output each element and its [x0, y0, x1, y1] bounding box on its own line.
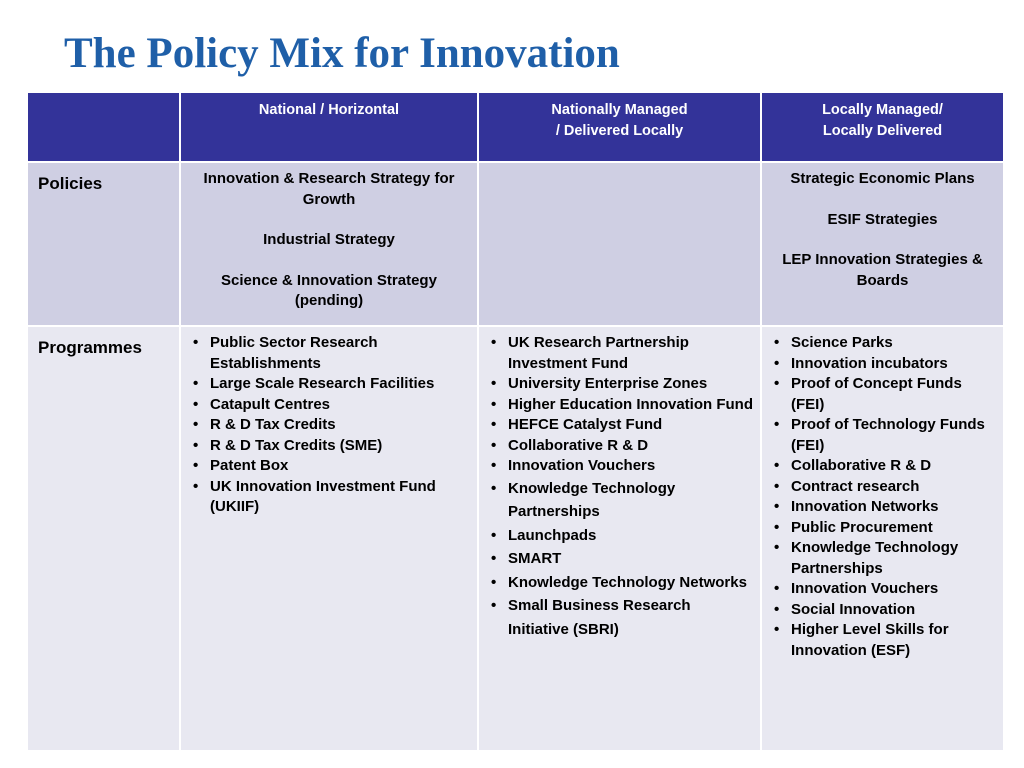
list-item: Public Procurement	[762, 518, 997, 539]
list-item: Proof of Technology Funds (FEI)	[762, 415, 997, 456]
list-item: Social Innovation	[762, 600, 997, 621]
list-item: Knowledge Technology Networks	[479, 571, 754, 595]
list-item: Innovation Vouchers	[479, 456, 754, 477]
list-item: R & D Tax Credits (SME)	[181, 436, 471, 457]
list-item: UK Innovation Investment Fund (UKIIF)	[181, 477, 471, 518]
row-label-policies: Policies	[28, 163, 181, 327]
list-item: Catapult Centres	[181, 395, 471, 416]
programmes-nationally-managed-cell: UK Research Partnership Investment Fund …	[479, 327, 762, 750]
list-item: Science Parks	[762, 333, 997, 354]
header-locally-managed: Locally Managed/ Locally Delivered	[762, 93, 1003, 163]
header-locally-managed-line2: Locally Delivered	[822, 123, 943, 139]
programmes-locally-managed-cell: Science Parks Innovation incubators Proo…	[762, 327, 1003, 750]
list-item: Knowledge Technology Partnerships	[479, 477, 754, 524]
list-item: Collaborative R & D	[762, 456, 997, 477]
list-item: Collaborative R & D	[479, 436, 754, 457]
policy-item: ESIF Strategies	[827, 210, 938, 228]
list-item: Innovation Vouchers	[762, 579, 997, 600]
policy-item: Strategic Economic Plans	[790, 170, 975, 187]
header-nationally-managed-line2: / Delivered Locally	[555, 123, 684, 139]
header-locally-managed-line1: Locally Managed/	[822, 102, 943, 118]
slide-title: The Policy Mix for Innovation	[64, 30, 620, 77]
list-item: HEFCE Catalyst Fund	[479, 415, 754, 436]
header-nationally-managed: Nationally Managed / Delivered Locally	[479, 93, 762, 163]
programmes-nationally-managed-list: UK Research Partnership Investment Fund …	[479, 327, 760, 477]
list-item: Higher Education Innovation Fund	[479, 395, 754, 416]
list-item: Public Sector Research Establishments	[181, 333, 471, 374]
policy-mix-table: National / Horizontal Nationally Managed…	[28, 93, 1003, 750]
list-item: University Enterprise Zones	[479, 374, 754, 395]
list-item: Knowledge Technology Partnerships	[762, 538, 997, 579]
policy-item: Innovation & Research Strategy for Growt…	[203, 170, 455, 208]
policy-item: Industrial Strategy	[263, 231, 395, 248]
header-national-horizontal: National / Horizontal	[181, 93, 479, 163]
programmes-national-list: Public Sector Research Establishments La…	[181, 327, 477, 518]
list-item: Innovation Networks	[762, 497, 997, 518]
policies-national-cell: Innovation & Research Strategy for Growt…	[181, 163, 479, 327]
list-item: UK Research Partnership Investment Fund	[479, 333, 754, 374]
list-item: Launchpads	[479, 524, 754, 548]
programmes-nationally-managed-list-cont: Knowledge Technology Partnerships Launch…	[479, 477, 760, 642]
list-item: Patent Box	[181, 456, 471, 477]
list-item: Innovation incubators	[762, 354, 997, 375]
programmes-national-cell: Public Sector Research Establishments La…	[181, 327, 479, 750]
list-item: R & D Tax Credits	[181, 415, 471, 436]
header-blank-cell	[28, 93, 181, 163]
header-nationally-managed-line1: Nationally Managed	[551, 102, 688, 118]
policy-item: Science & Innovation Strategy (pending)	[221, 271, 437, 310]
list-item: Proof of Concept Funds (FEI)	[762, 374, 997, 415]
list-item: Higher Level Skills for Innovation (ESF)	[762, 620, 997, 661]
list-item: SMART	[479, 547, 754, 571]
list-item: Small Business Research Initiative (SBRI…	[479, 594, 754, 641]
list-item: Large Scale Research Facilities	[181, 374, 471, 395]
list-item: Contract research	[762, 477, 997, 498]
policy-item: LEP Innovation Strategies & Boards	[782, 251, 983, 289]
header-national-horizontal-label: National / Horizontal	[258, 102, 400, 118]
policies-locally-managed-cell: Strategic Economic Plans ESIF Strategies…	[762, 163, 1003, 327]
policies-nationally-managed-cell	[479, 163, 762, 327]
row-label-programmes: Programmes	[28, 327, 181, 750]
programmes-locally-managed-list: Science Parks Innovation incubators Proo…	[762, 327, 1003, 661]
